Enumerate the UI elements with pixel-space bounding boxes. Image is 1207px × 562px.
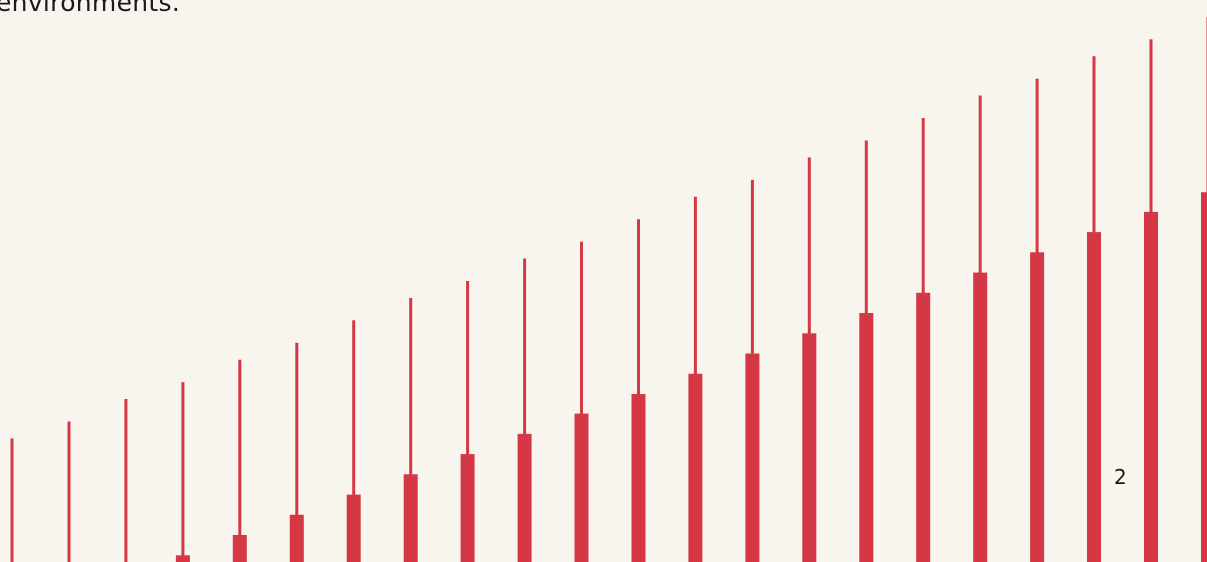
graphic-bar-18: [973, 272, 988, 562]
graphic-bar-16: [859, 313, 874, 562]
graphic-bar-9: [460, 454, 475, 562]
graphic-line-3: [124, 399, 128, 562]
graphic-bar-19: [1030, 252, 1045, 562]
graphic-line-4: [181, 382, 185, 562]
page-number: 2: [1114, 465, 1127, 489]
graphic-bar-17: [916, 292, 931, 562]
graphic-bar-6: [289, 514, 304, 562]
graphic-bar-12: [631, 394, 646, 562]
graphic-bar-10: [517, 433, 532, 562]
graphic-bar-8: [403, 474, 418, 562]
graphic-line-9: [466, 281, 470, 562]
graphic-line-10: [523, 258, 527, 562]
graphic-line-7: [352, 320, 356, 562]
graphic-line-2: [67, 421, 71, 562]
graphic-bar-15: [802, 333, 817, 562]
graphic-line-6: [295, 342, 299, 562]
graphic-line-5: [238, 359, 242, 562]
graphic-bar-13: [688, 373, 703, 562]
graphic-bar-14: [745, 353, 760, 562]
graphic-line-8: [409, 297, 413, 562]
graphic-bar-20: [1087, 232, 1101, 562]
graphic-line-1: [10, 438, 14, 562]
graphic-line-12: [637, 219, 640, 562]
caption-text: environments.: [0, 0, 181, 17]
graphic-bar-5: [232, 535, 247, 562]
graphic-bar-21: [1144, 211, 1158, 562]
graphic-bar-4: [175, 555, 190, 562]
graphic-bar-7: [346, 494, 361, 562]
graphic-line-11: [580, 241, 583, 562]
graphic-bar-11: [574, 413, 589, 562]
graphic-bar-22: [1201, 192, 1207, 562]
